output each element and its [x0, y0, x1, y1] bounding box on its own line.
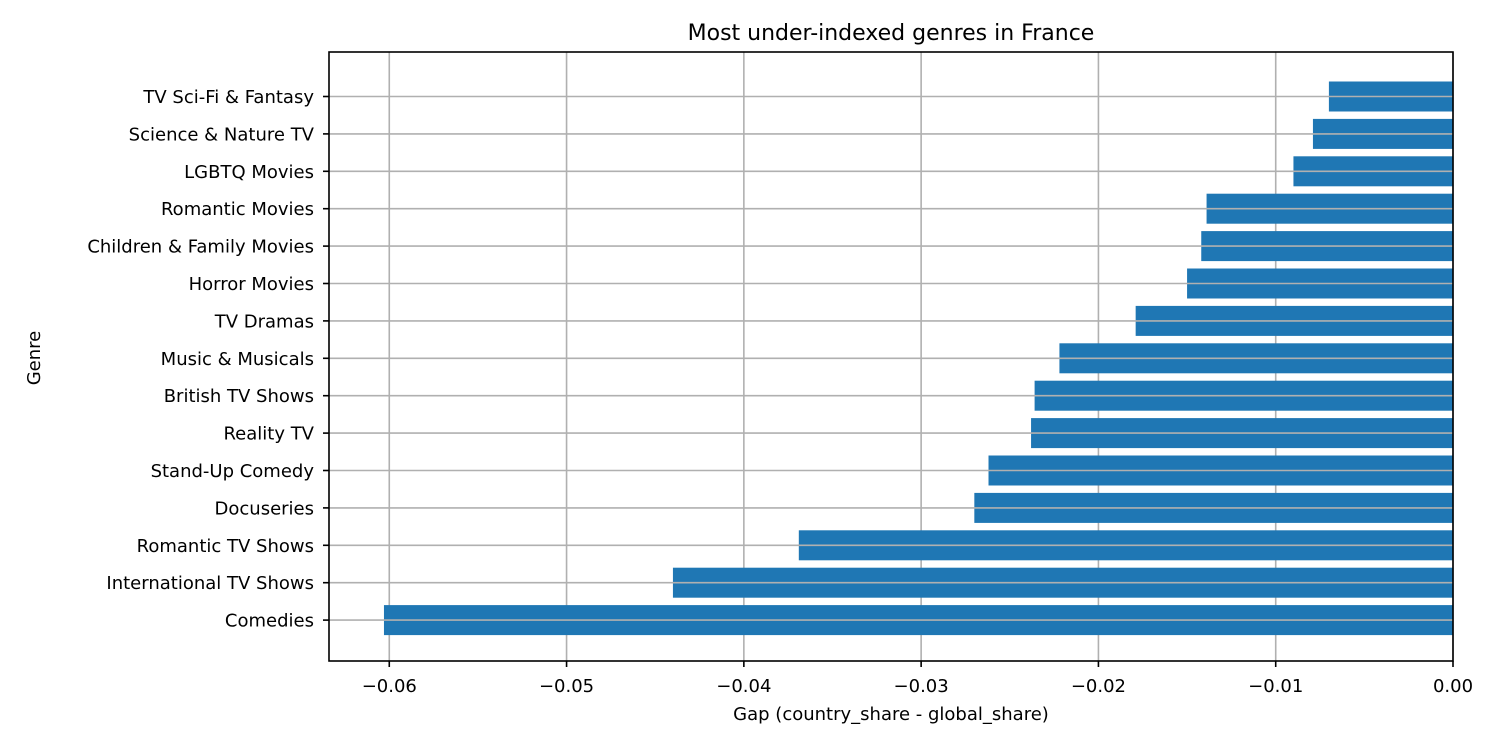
y-tick-label: Stand-Up Comedy — [151, 461, 315, 482]
y-tick-label: International TV Shows — [106, 573, 314, 594]
x-tick-label: 0.00 — [1433, 676, 1473, 697]
x-tick-label: −0.02 — [1071, 676, 1126, 697]
y-tick-label: Horror Movies — [189, 274, 314, 295]
axes-layer: −0.06 −0.05 −0.04 −0.03 −0.02 −0.01 0.00 Comedi… — [87, 51, 1473, 697]
y-axis-label: Genre — [24, 331, 45, 386]
y-tick-label: TV Sci-Fi & Fantasy — [142, 87, 314, 108]
y-tick-label: LGBTQ Movies — [184, 162, 314, 183]
plot-frame — [328, 51, 1454, 662]
x-tick-label: −0.04 — [716, 676, 771, 697]
y-tick-label: Children & Family Movies — [87, 237, 314, 258]
y-tick-label: Romantic Movies — [161, 199, 314, 220]
y-tick-label: Reality TV — [223, 424, 314, 445]
x-tick-label: −0.03 — [894, 676, 949, 697]
y-tick-label: TV Dramas — [214, 311, 314, 332]
y-tick-label: Music & Musicals — [161, 349, 314, 370]
x-tick-label: −0.05 — [539, 676, 594, 697]
y-tick-label: Science & Nature TV — [129, 124, 315, 145]
y-tick-label: British TV Shows — [164, 386, 314, 407]
y-tick-label: Romantic TV Shows — [137, 536, 314, 557]
chart-title: Most under-indexed genres in France — [688, 21, 1095, 46]
x-tick-label: −0.01 — [1248, 676, 1303, 697]
horizontal-grid-layer — [329, 95, 1453, 621]
y-tick-label: Comedies — [225, 611, 314, 632]
y-tick-label: Docuseries — [215, 498, 314, 519]
x-axis-label: Gap (country_share - global_share) — [733, 704, 1049, 725]
x-tick-label: −0.06 — [362, 676, 417, 697]
